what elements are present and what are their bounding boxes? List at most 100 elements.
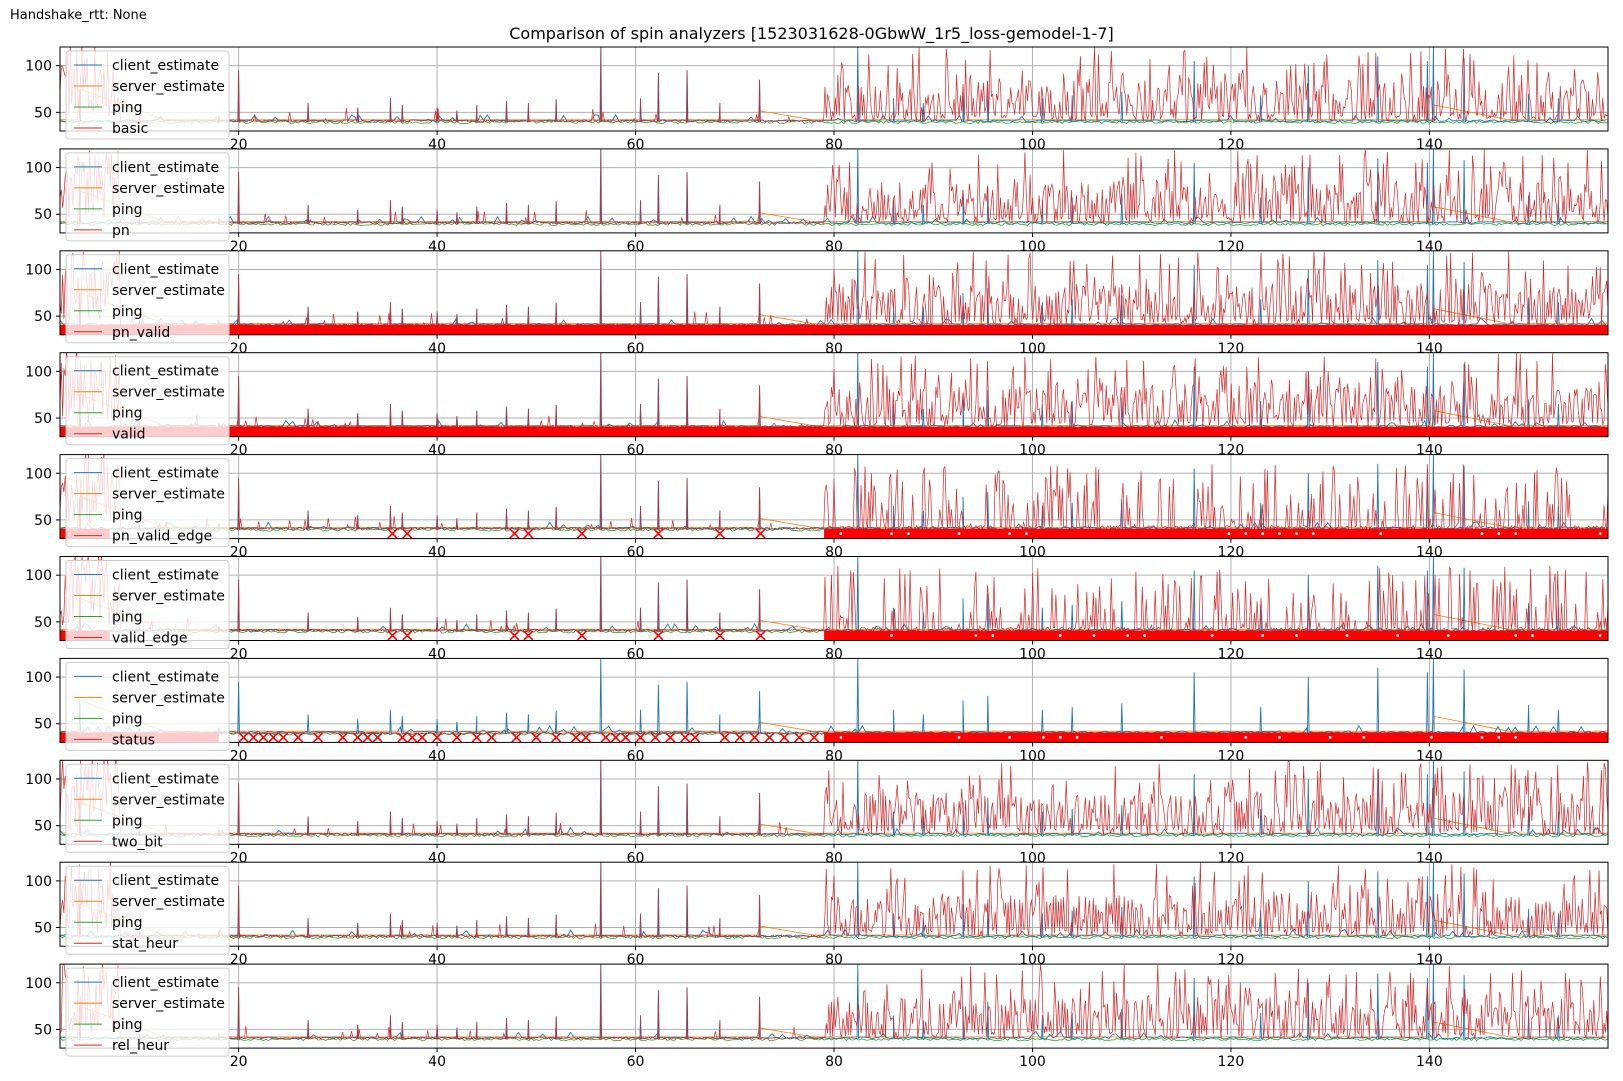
invalid-x-marker bbox=[842, 426, 853, 437]
legend-label: server_estimate bbox=[112, 690, 225, 706]
marker-gap bbox=[907, 532, 910, 535]
invalid-marker-band bbox=[824, 528, 1608, 539]
legend-label: client_estimate bbox=[112, 771, 219, 787]
invalid-x-marker bbox=[653, 426, 664, 437]
marker-gap bbox=[1328, 736, 1332, 739]
invalid-x-marker bbox=[734, 732, 745, 743]
invalid-x-marker bbox=[755, 528, 766, 539]
legend-box bbox=[65, 50, 230, 140]
series-client-estimate bbox=[60, 148, 1606, 226]
legend-label: valid bbox=[112, 427, 146, 443]
invalid-x-marker bbox=[407, 732, 418, 743]
plot-area bbox=[60, 556, 1608, 641]
marker-gap bbox=[1295, 634, 1298, 637]
legend-label: valid_edge bbox=[112, 631, 188, 647]
invalid-x-marker bbox=[1128, 426, 1139, 437]
legend-label: client_estimate bbox=[112, 975, 219, 991]
y-tick-label: 100 bbox=[25, 568, 52, 584]
invalid-x-marker bbox=[1432, 324, 1443, 335]
marker-gap bbox=[1311, 532, 1315, 535]
y-tick-label: 100 bbox=[25, 262, 52, 278]
invalid-x-marker bbox=[842, 324, 853, 335]
legend-label: server_estimate bbox=[112, 894, 225, 910]
marker-gap bbox=[1598, 532, 1602, 535]
legend-label: pn_valid bbox=[112, 325, 170, 341]
invalid-x-marker bbox=[531, 732, 542, 743]
invalid-x-marker bbox=[824, 324, 836, 335]
invalid-x-marker bbox=[1043, 426, 1054, 437]
y-tick-label: 100 bbox=[25, 59, 52, 75]
invalid-x-marker bbox=[509, 630, 520, 641]
invalid-x-marker bbox=[312, 732, 324, 743]
marker-gap bbox=[957, 532, 961, 535]
invalid-x-marker bbox=[1202, 324, 1213, 335]
legend-label: server_estimate bbox=[112, 181, 225, 197]
invalid-x-marker bbox=[1532, 324, 1543, 335]
legend-label: pn_valid_edge bbox=[112, 529, 212, 545]
invalid-x-marker bbox=[1587, 426, 1598, 437]
figure-title: Comparison of spin analyzers [1523031628… bbox=[509, 24, 1114, 43]
invalid-x-marker bbox=[749, 732, 760, 743]
y-tick-label: 50 bbox=[34, 615, 52, 631]
marker-gap bbox=[1008, 736, 1012, 739]
invalid-x-marker bbox=[832, 426, 844, 437]
legend-label: client_estimate bbox=[112, 669, 219, 685]
invalid-x-marker bbox=[1350, 324, 1362, 335]
legend-box bbox=[65, 560, 230, 649]
invalid-marker-band bbox=[824, 732, 1608, 743]
invalid-x-marker bbox=[1371, 324, 1382, 335]
series-pn bbox=[60, 148, 1608, 225]
y-tick-label: 50 bbox=[34, 717, 52, 733]
marker-gap bbox=[1092, 634, 1096, 637]
invalid-x-marker bbox=[851, 324, 862, 335]
legend-label: pn bbox=[112, 223, 130, 239]
legend-label: client_estimate bbox=[112, 262, 219, 278]
invalid-x-marker bbox=[1229, 426, 1240, 437]
x-tick-label: 60 bbox=[627, 1054, 645, 1070]
invalid-x-marker bbox=[1561, 324, 1572, 335]
marker-gap bbox=[1058, 736, 1062, 739]
legend-label: server_estimate bbox=[112, 792, 225, 808]
invalid-x-marker bbox=[511, 732, 522, 743]
invalid-x-marker bbox=[1512, 324, 1523, 335]
invalid-x-marker bbox=[1089, 324, 1101, 335]
x-tick-label: 100 bbox=[1019, 1054, 1046, 1070]
invalid-x-marker bbox=[914, 426, 925, 437]
plot-area bbox=[60, 760, 1608, 838]
invalid-x-marker bbox=[878, 426, 889, 437]
invalid-x-marker bbox=[894, 426, 905, 437]
invalid-x-marker bbox=[1490, 324, 1501, 335]
legend-label: client_estimate bbox=[112, 568, 219, 584]
subplot-rel_heur: 50 100 20 40 60 80 100 120 140 client_estimateser… bbox=[25, 963, 1609, 1070]
y-tick-label: 100 bbox=[25, 364, 52, 380]
invalid-x-marker bbox=[372, 732, 383, 743]
marker-gap bbox=[957, 736, 961, 739]
invalid-x-marker bbox=[1108, 324, 1119, 335]
x-tick-label: 20 bbox=[230, 1054, 248, 1070]
x-tick-label: 120 bbox=[1218, 1054, 1245, 1070]
invalid-x-marker bbox=[1371, 426, 1382, 437]
invalid-x-marker bbox=[278, 732, 289, 743]
invalid-x-marker bbox=[779, 732, 790, 743]
invalid-x-marker bbox=[580, 732, 591, 743]
series-basic bbox=[60, 47, 1608, 123]
marker-gap bbox=[1210, 634, 1214, 637]
invalid-x-marker bbox=[509, 528, 520, 539]
invalid-marker-band bbox=[60, 426, 1608, 437]
invalid-x-marker bbox=[248, 732, 259, 743]
marker-gap bbox=[1514, 736, 1518, 739]
invalid-x-marker bbox=[352, 732, 363, 743]
y-tick-label: 100 bbox=[25, 161, 52, 177]
plot-area bbox=[60, 250, 1608, 335]
series-client-estimate bbox=[60, 658, 1606, 735]
x-tick-label: 80 bbox=[825, 1054, 843, 1070]
legend-label: client_estimate bbox=[112, 466, 219, 482]
legend-box bbox=[65, 152, 230, 242]
marker-gap bbox=[1126, 634, 1130, 637]
marker-gap bbox=[890, 634, 893, 637]
marker-gap bbox=[1480, 532, 1484, 535]
figure-note: Handshake_rtt: None bbox=[10, 8, 147, 23]
invalid-x-marker bbox=[1467, 324, 1479, 335]
